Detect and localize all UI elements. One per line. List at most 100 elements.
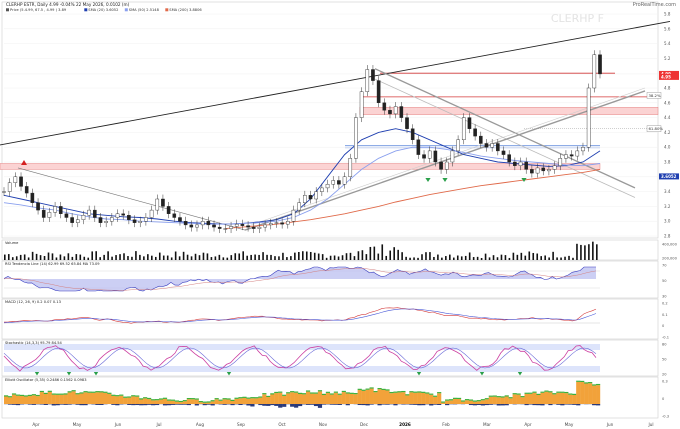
candle <box>365 69 370 92</box>
candle <box>399 106 404 118</box>
elliott-bar-negative <box>560 404 565 406</box>
volume-bar <box>313 252 316 260</box>
elliott-bar-positive <box>139 399 144 404</box>
elliott-bar-negative <box>532 404 537 406</box>
candle <box>513 161 517 166</box>
candle <box>416 139 421 155</box>
elliott-bar-negative <box>206 404 211 405</box>
elliott-bar-top <box>67 391 72 393</box>
volume-bar <box>35 253 38 260</box>
volume-bar <box>409 257 411 260</box>
candle <box>450 150 455 163</box>
volume-bar <box>484 253 487 260</box>
volume-bar <box>405 256 407 260</box>
elliott-bar-negative <box>79 404 84 406</box>
resistance-zones <box>0 72 659 170</box>
rsi-tick: 30 <box>662 295 667 299</box>
elliott-bar-top <box>7 396 13 398</box>
elliott-bar-negative <box>377 404 382 406</box>
elliott-bar-negative <box>429 404 434 406</box>
time-tick-label: Mar <box>483 422 491 427</box>
price-tick-label: 3.0 <box>664 219 671 224</box>
elliott-bar-negative <box>222 404 227 405</box>
elliott-bar-positive <box>198 402 203 404</box>
elliott-bar-positive <box>75 394 80 404</box>
elliott-bar-positive <box>429 394 434 404</box>
legend-swatch <box>124 8 128 12</box>
volume-bar <box>492 255 495 260</box>
volume-bar <box>349 252 352 260</box>
elliott-bar-top <box>270 393 275 395</box>
price-tick-label: 5.8 <box>664 12 671 17</box>
elliott-bar-negative <box>524 404 529 406</box>
volume-bar <box>262 252 264 260</box>
macd-signal-line <box>3 308 597 324</box>
candle <box>558 158 563 166</box>
volume-bar <box>115 255 117 260</box>
elliott-bar-positive <box>95 392 100 404</box>
elliott-bar-top <box>71 390 76 392</box>
candle <box>36 202 40 211</box>
elliott-bar-positive <box>564 393 569 404</box>
candle <box>149 209 154 218</box>
volume-bar <box>472 257 475 260</box>
elliott-bar-negative <box>468 404 474 406</box>
elliott-bar-positive <box>147 399 152 404</box>
elliott-bar-top <box>504 395 509 397</box>
candle <box>410 128 415 140</box>
price-tick-label: 3.8 <box>664 160 671 165</box>
elliott-bar-positive <box>222 399 227 404</box>
volume-bar <box>524 255 527 260</box>
elliott-bar-positive <box>369 388 374 404</box>
elliott-bar-positive <box>23 396 29 404</box>
elliott-bar-top <box>536 393 541 395</box>
elliott-bar-top <box>39 390 44 393</box>
volume-bar <box>552 251 554 260</box>
elliott-bar-negative <box>592 404 597 406</box>
elliott-bar-negative <box>67 404 72 405</box>
time-tick-label: May <box>73 422 82 427</box>
elliott-tick: 0.3 <box>662 380 668 384</box>
candle <box>98 217 103 223</box>
candle <box>161 198 165 207</box>
candle <box>348 158 353 178</box>
elliott-bar-positive <box>290 392 295 404</box>
elliott-bar-top <box>433 395 438 397</box>
elliott-bar-positive <box>230 401 235 404</box>
elliott-bar-negative <box>433 404 438 405</box>
elliott-bar-top <box>321 393 327 396</box>
elliott-bar-positive <box>286 393 291 404</box>
elliott-bar-top <box>464 399 470 401</box>
elliott-bar-negative <box>282 404 287 407</box>
stochastic-tick: 20 <box>662 373 667 377</box>
elliott-bar-positive <box>492 396 497 404</box>
elliott-bar-positive <box>520 397 525 404</box>
elliott-bar-top <box>349 392 354 394</box>
volume-bar <box>449 254 451 260</box>
elliott-bar-positive <box>7 397 13 404</box>
volume-bar <box>504 255 507 260</box>
watermark: CLERHP F <box>551 12 604 25</box>
candle <box>376 80 381 103</box>
volume-bar <box>67 253 70 260</box>
elliott-bar-positive <box>111 395 116 404</box>
volume-bar <box>147 254 149 260</box>
elliott-bar-positive <box>15 395 21 404</box>
elliott-bar-top <box>353 393 358 395</box>
elliott-bar-top <box>500 396 505 398</box>
elliott-bar-top <box>198 401 203 403</box>
candle <box>104 220 108 223</box>
elliott-bar-top <box>218 399 223 401</box>
rsi-tick: 70 <box>662 264 667 268</box>
elliott-bar-positive <box>278 392 283 404</box>
volume-bar <box>321 254 324 260</box>
elliott-bar-positive <box>365 389 370 404</box>
elliott-label: Elliott Oscillator (5,35) 0.2486 0.1562 … <box>5 378 86 382</box>
volume-bar <box>91 251 94 260</box>
volume-bar <box>341 255 344 260</box>
volume-bar <box>373 246 376 260</box>
volume-bar <box>166 255 169 260</box>
time-tick-label: Nov <box>319 422 328 427</box>
candle <box>456 139 460 152</box>
elliott-bar-positive <box>512 394 517 404</box>
